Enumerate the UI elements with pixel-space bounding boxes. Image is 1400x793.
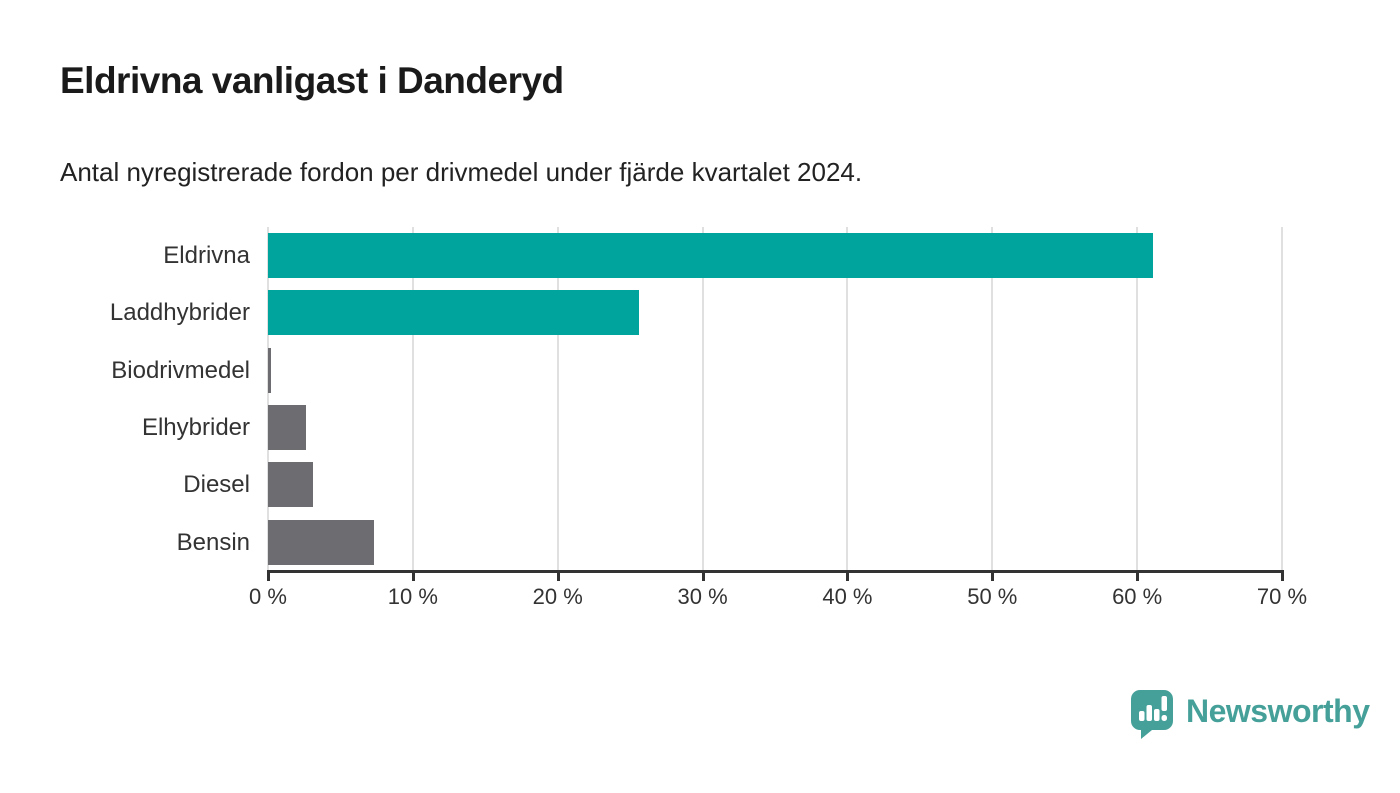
gridline	[846, 227, 849, 571]
category-label: Biodrivmedel	[111, 356, 250, 384]
x-axis-line	[268, 570, 1283, 573]
bar-row	[268, 514, 1282, 571]
bar-elhybrider	[268, 405, 306, 450]
bar-biodrivmedel	[268, 347, 271, 393]
x-tick-label: 10 %	[387, 584, 438, 609]
bar-row	[268, 284, 1282, 341]
bar-diesel	[268, 462, 313, 508]
x-tick-label: 20 %	[532, 584, 583, 609]
x-axis-tick	[556, 570, 560, 581]
x-axis-tick	[846, 570, 850, 581]
gridline	[1281, 227, 1283, 571]
x-axis-tick	[267, 570, 270, 581]
bar-row	[268, 456, 1282, 513]
newsworthy-logo: Newsworthy	[1130, 689, 1370, 739]
x-tick-label: 40 %	[822, 584, 873, 609]
chart-title: Eldrivna vanligast i Danderyd	[60, 60, 564, 101]
gridline	[556, 227, 559, 571]
x-axis-tick	[411, 570, 415, 581]
gridline	[1136, 227, 1139, 571]
category-label: Diesel	[183, 471, 250, 499]
bar-row	[268, 342, 1282, 399]
gridline	[991, 227, 994, 571]
gridline	[701, 227, 704, 571]
x-tick-label: 30 %	[677, 584, 728, 609]
plot-area	[267, 227, 1283, 571]
gridline	[411, 227, 414, 571]
bar-bensin	[268, 519, 374, 565]
category-label: Elhybrider	[141, 414, 250, 441]
x-axis-tick	[991, 570, 995, 581]
gridline	[267, 227, 269, 571]
bar-eldrivna	[268, 233, 1154, 278]
chart-subtitle: Antal nyregistrerade fordon per drivmede…	[60, 157, 863, 187]
category-label: Bensin	[176, 528, 250, 556]
x-tick-label: 60 %	[1112, 584, 1163, 609]
category-label: Eldrivna	[163, 242, 250, 269]
category-label: Laddhybrider	[109, 299, 250, 327]
x-axis-tick	[701, 570, 705, 581]
x-tick-label: 0 %	[249, 584, 287, 609]
x-tick-label: 70 %	[1256, 584, 1308, 609]
bar-row	[268, 227, 1282, 284]
bar-laddhybrider	[268, 290, 639, 336]
x-tick-label: 50 %	[967, 584, 1018, 609]
newsworthy-logo-icon	[1131, 690, 1173, 739]
category-labels: Eldrivna Laddhybrider Biodrivmedel Elhybrid…	[40, 227, 250, 571]
x-axis-tick	[1136, 570, 1140, 581]
bar-row	[268, 399, 1282, 456]
x-axis-tick	[1281, 570, 1284, 581]
newsworthy-logo-text: Newsworthy	[1186, 692, 1370, 729]
